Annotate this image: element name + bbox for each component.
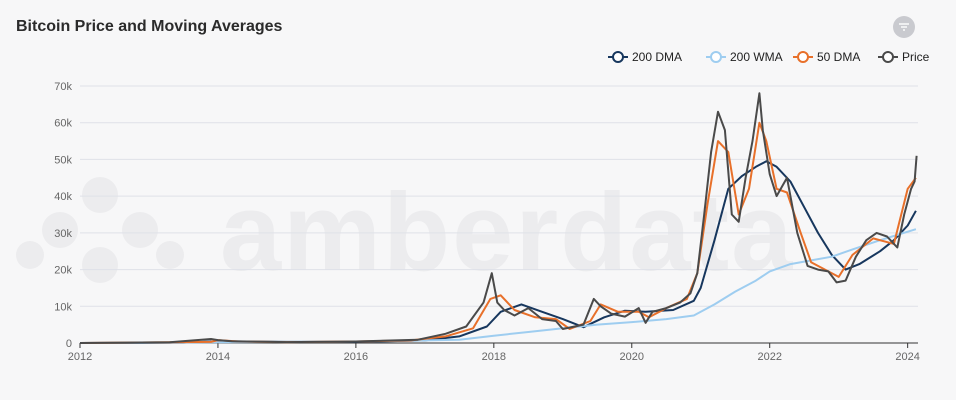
filter-icon <box>899 23 909 31</box>
y-tick-label: 10k <box>54 301 72 313</box>
chart-title: Bitcoin Price and Moving Averages <box>16 18 283 35</box>
series-line-price <box>79 92 918 344</box>
x-tick-label: 2018 <box>482 351 506 363</box>
x-axis: 2012 2014 2016 2018 2020 2022 2024 <box>68 342 920 363</box>
watermark-logo-dot <box>82 247 118 283</box>
legend-marker <box>612 51 624 63</box>
legend-marker <box>882 51 894 63</box>
legend-label: 50 DMA <box>817 50 860 64</box>
series-line-200-dma <box>79 160 917 344</box>
x-tick-label: 2022 <box>757 351 781 363</box>
y-tick-label: 60k <box>54 118 72 130</box>
legend-item-200-dma[interactable]: 200 DMA <box>608 50 682 64</box>
x-tick-label: 2014 <box>206 351 230 363</box>
watermark-logo-dot <box>122 212 158 248</box>
x-tick-label: 2020 <box>620 351 644 363</box>
series-line-200-wma <box>79 228 917 344</box>
watermark-logo-dot <box>42 212 78 248</box>
legend-marker <box>710 51 722 63</box>
x-tick-label: 2016 <box>344 351 368 363</box>
x-tick-label: 2024 <box>895 351 919 363</box>
y-tick-label: 30k <box>54 228 72 240</box>
watermark-logo-dot <box>156 241 184 269</box>
legend-item-price[interactable]: Price <box>878 50 930 64</box>
y-tick-label: 40k <box>54 191 72 203</box>
legend: 200 DMA 200 WMA 50 DMA Price <box>608 50 930 64</box>
watermark-logo-dot <box>16 241 44 269</box>
legend-label: Price <box>902 50 930 64</box>
x-tick-label: 2012 <box>68 351 92 363</box>
y-tick-label: 50k <box>54 154 72 166</box>
y-tick-label: 0 <box>66 338 72 350</box>
y-tick-label: 70k <box>54 81 72 93</box>
series-layer <box>79 92 918 344</box>
y-axis: 0 10k 20k 30k 40k 50k 60k 70k <box>54 81 72 350</box>
filter-button[interactable] <box>893 16 915 38</box>
watermark-logo-dot <box>82 177 118 213</box>
legend-marker <box>797 51 809 63</box>
legend-item-200-wma[interactable]: 200 WMA <box>706 50 783 64</box>
legend-item-50-dma[interactable]: 50 DMA <box>793 50 860 64</box>
legend-label: 200 DMA <box>632 50 682 64</box>
legend-label: 200 WMA <box>730 50 783 64</box>
y-tick-label: 20k <box>54 265 72 277</box>
